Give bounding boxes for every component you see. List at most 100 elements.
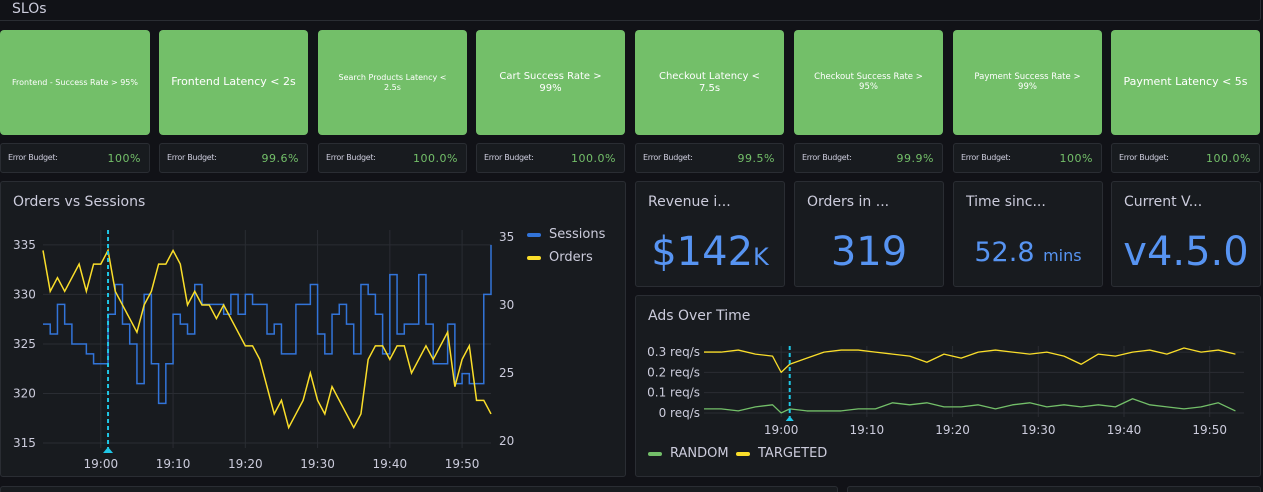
x-tick-label: 19:00 xyxy=(84,457,119,471)
budget-label: Error Budget: xyxy=(8,153,58,162)
legend-label: Orders xyxy=(549,250,593,265)
stat-value: 52.8 mins xyxy=(954,237,1102,268)
legend-swatch xyxy=(527,255,541,260)
panel-title: Current V... xyxy=(1124,194,1203,210)
budget-label: Error Budget: xyxy=(802,153,852,162)
series-line-sessions xyxy=(43,244,492,405)
legend-targeted[interactable]: TARGETED xyxy=(736,446,827,461)
x-tick-label: 19:20 xyxy=(935,423,970,437)
slo-card-search-latency[interactable]: Search Products Latency < 2.5s xyxy=(318,30,467,135)
stat-value: $142K xyxy=(636,229,784,275)
budget-label: Error Budget: xyxy=(326,153,376,162)
current-version-stat-panel[interactable]: Current V... v4.5.0 xyxy=(1111,181,1261,287)
budget-value: 99.5% xyxy=(737,152,775,165)
series-line-orders xyxy=(42,248,492,430)
budget-value: 100% xyxy=(107,152,141,165)
orders-vs-sessions-panel[interactable]: Orders vs Sessions 19:00 19:10 19:20 19:30 1… xyxy=(0,181,626,477)
x-tick-label: 19:40 xyxy=(1107,423,1142,437)
x-tick-label: 19:40 xyxy=(373,457,408,471)
y-left-tick-label: 330 xyxy=(13,287,36,301)
y-tick-label: 0.3 req/s xyxy=(647,345,700,359)
time-since-stat-panel[interactable]: Time sinc... 52.8 mins xyxy=(953,181,1103,287)
annotation-marker-icon xyxy=(103,447,114,453)
slo-card-checkout-latency[interactable]: Checkout Latency < 7.5s xyxy=(635,30,784,135)
slo-card-payment-latency[interactable]: Payment Latency < 5s xyxy=(1111,30,1260,135)
stat-value: 319 xyxy=(795,229,943,275)
budget-label: Error Budget: xyxy=(484,153,534,162)
ads-over-time-panel[interactable]: Ads Over Time 19:00 19:10 19:20 19:30 19:40 1… xyxy=(635,295,1261,477)
error-budget-frontend-latency[interactable]: Error Budget: 99.6% xyxy=(159,143,308,173)
slo-card-frontend-latency[interactable]: Frontend Latency < 2s xyxy=(159,30,308,135)
slo-label: Search Products Latency < 2.5s xyxy=(338,73,447,92)
stat-unit: K xyxy=(753,243,769,271)
orders-vs-sessions-chart[interactable]: 19:00 19:10 19:20 19:30 19:40 19:50 315 320 325 3… xyxy=(1,182,627,478)
x-tick-label: 19:10 xyxy=(156,457,191,471)
legend-swatch xyxy=(648,451,662,456)
y-tick-label: 0.2 req/s xyxy=(647,365,700,379)
y-right-tick-label: 35 xyxy=(499,230,514,244)
stat-number: 52.8 xyxy=(974,237,1035,268)
budget-label: Error Budget: xyxy=(961,153,1011,162)
ads-over-time-chart[interactable]: 19:00 19:10 19:20 19:30 19:40 19:50 0 req/s 0.1… xyxy=(636,296,1262,478)
budget-value: 100% xyxy=(1059,152,1093,165)
stat-unit: mins xyxy=(1043,246,1082,265)
stat-number: $142 xyxy=(651,229,754,275)
slo-label: Frontend Latency < 2s xyxy=(171,75,296,89)
slo-label: Checkout Latency < 7.5s xyxy=(658,71,761,94)
y-left-tick-label: 335 xyxy=(13,238,36,252)
slo-label: Payment Latency < 5s xyxy=(1123,75,1248,89)
panel-title: Orders in ... xyxy=(807,194,890,210)
error-budget-checkout-success[interactable]: Error Budget: 99.9% xyxy=(794,143,943,173)
annotation-marker-icon xyxy=(785,416,794,421)
legend-orders[interactable]: Orders xyxy=(527,250,593,265)
y-left-tick-label: 315 xyxy=(13,436,36,450)
x-tick-label: 19:30 xyxy=(300,457,335,471)
error-budget-payment-latency[interactable]: Error Budget: 100.0% xyxy=(1111,143,1260,173)
panel-title: Revenue i... xyxy=(648,194,731,210)
slo-card-payment-success[interactable]: Payment Success Rate > 99% xyxy=(953,30,1102,135)
legend-random[interactable]: RANDOM xyxy=(648,446,729,461)
y-right-tick-label: 25 xyxy=(499,366,514,380)
bottom-panel-left[interactable] xyxy=(0,486,838,492)
error-budget-payment-success[interactable]: Error Budget: 100% xyxy=(953,143,1102,173)
error-budget-checkout-latency[interactable]: Error Budget: 99.5% xyxy=(635,143,784,173)
slo-card-cart-success[interactable]: Cart Success Rate > 99% xyxy=(476,30,625,135)
budget-value: 99.6% xyxy=(261,152,299,165)
panel-title: Time sinc... xyxy=(966,194,1046,210)
budget-label: Error Budget: xyxy=(643,153,693,162)
orders-stat-panel[interactable]: Orders in ... 319 xyxy=(794,181,944,287)
x-tick-label: 19:20 xyxy=(228,457,263,471)
slo-card-checkout-success[interactable]: Checkout Success Rate > 95% xyxy=(794,30,943,135)
budget-label: Error Budget: xyxy=(167,153,217,162)
bottom-panel-right[interactable] xyxy=(847,486,1261,492)
error-budget-frontend-success[interactable]: Error Budget: 100% xyxy=(0,143,150,173)
y-left-tick-label: 320 xyxy=(13,387,36,401)
legend-label: TARGETED xyxy=(758,446,828,461)
slo-label: Frontend - Success Rate > 95% xyxy=(12,77,138,87)
budget-value: 100.0% xyxy=(413,152,458,165)
y-tick-label: 0 req/s xyxy=(659,406,700,420)
error-budget-cart-success[interactable]: Error Budget: 100.0% xyxy=(476,143,625,173)
row-title: SLOs xyxy=(12,1,47,17)
budget-value: 99.9% xyxy=(896,152,934,165)
x-tick-label: 19:10 xyxy=(850,423,885,437)
stat-number: 319 xyxy=(830,229,908,275)
slo-label: Cart Success Rate > 99% xyxy=(499,71,602,94)
y-right-tick-label: 30 xyxy=(499,298,514,312)
x-tick-label: 19:00 xyxy=(764,423,799,437)
legend-swatch xyxy=(736,451,750,456)
slo-card-frontend-success[interactable]: Frontend - Success Rate > 95% xyxy=(0,30,150,135)
x-tick-label: 19:30 xyxy=(1021,423,1056,437)
series-line-random xyxy=(704,398,1236,414)
slos-row-header[interactable]: SLOs xyxy=(0,0,1261,21)
series-line-targeted xyxy=(704,347,1236,374)
legend-sessions[interactable]: Sessions xyxy=(527,227,605,242)
budget-label: Error Budget: xyxy=(1119,153,1169,162)
error-budget-search-latency[interactable]: Error Budget: 100.0% xyxy=(318,143,467,173)
legend-label: Sessions xyxy=(549,227,606,242)
y-right-tick-label: 20 xyxy=(499,434,514,448)
stat-number: v4.5.0 xyxy=(1123,229,1249,275)
budget-value: 100.0% xyxy=(1206,152,1251,165)
legend-label: RANDOM xyxy=(670,446,729,461)
revenue-stat-panel[interactable]: Revenue i... $142K xyxy=(635,181,785,287)
